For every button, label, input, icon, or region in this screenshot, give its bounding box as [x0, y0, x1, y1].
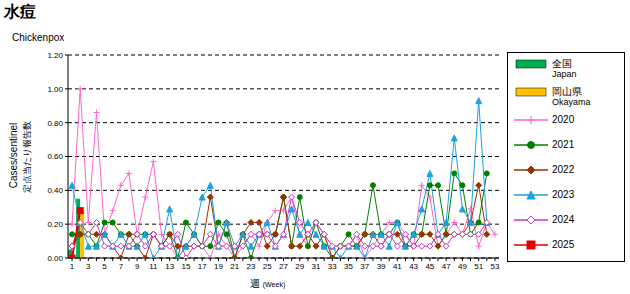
- svg-text:11: 11: [149, 262, 158, 271]
- svg-text:19: 19: [214, 262, 223, 271]
- svg-text:17: 17: [198, 262, 207, 271]
- svg-text:41: 41: [393, 262, 402, 271]
- svg-text:33: 33: [328, 262, 337, 271]
- svg-text:45: 45: [425, 262, 434, 271]
- html-text:Chickenpox: Chickenpox: [12, 32, 65, 43]
- svg-text:21: 21: [230, 262, 239, 271]
- svg-text:53: 53: [490, 262, 499, 271]
- svg-text:35: 35: [344, 262, 353, 271]
- html-text:Okayama: Okayama: [552, 97, 591, 107]
- svg-text:23: 23: [247, 262, 256, 271]
- html-text:Japan: Japan: [552, 69, 577, 79]
- svg-text:49: 49: [458, 262, 467, 271]
- svg-text:31: 31: [312, 262, 321, 271]
- svg-text:3: 3: [86, 262, 91, 271]
- html-text:2022: 2022: [552, 164, 575, 175]
- html-text:週 (Week): 週 (Week): [250, 278, 286, 289]
- svg-text:51: 51: [474, 262, 483, 271]
- svg-text:39: 39: [377, 262, 386, 271]
- svg-text:0.00: 0.00: [47, 254, 63, 263]
- html-text:定点当たり報告数: 定点当たり報告数: [21, 120, 32, 193]
- html-text:全国: 全国: [552, 58, 572, 69]
- html-text:2023: 2023: [552, 189, 575, 200]
- html-text:水痘: 水痘: [4, 3, 36, 20]
- html-text:2020: 2020: [552, 114, 575, 125]
- svg-text:0.80: 0.80: [47, 119, 63, 128]
- svg-text:7: 7: [119, 262, 124, 271]
- svg-text:1: 1: [70, 262, 75, 271]
- svg-text:37: 37: [360, 262, 369, 271]
- svg-text:15: 15: [181, 262, 190, 271]
- html-text:2025: 2025: [552, 239, 575, 250]
- svg-text:0.40: 0.40: [47, 186, 63, 195]
- html-text:Cases/sentinel: Cases/sentinel: [7, 122, 19, 189]
- html-text:2024: 2024: [552, 214, 575, 225]
- svg-text:13: 13: [165, 262, 174, 271]
- svg-text:47: 47: [442, 262, 451, 271]
- svg-text:5: 5: [102, 262, 107, 271]
- svg-text:9: 9: [135, 262, 140, 271]
- svg-text:0.20: 0.20: [47, 220, 63, 229]
- html-text:岡山県: 岡山県: [552, 86, 582, 97]
- svg-text:29: 29: [295, 262, 304, 271]
- html-text:2021: 2021: [552, 139, 575, 150]
- svg-text:43: 43: [409, 262, 418, 271]
- svg-text:1.00: 1.00: [47, 85, 63, 94]
- svg-text:25: 25: [263, 262, 272, 271]
- svg-text:27: 27: [279, 262, 288, 271]
- svg-text:0.60: 0.60: [47, 152, 63, 161]
- svg-text:1.20: 1.20: [47, 51, 63, 60]
